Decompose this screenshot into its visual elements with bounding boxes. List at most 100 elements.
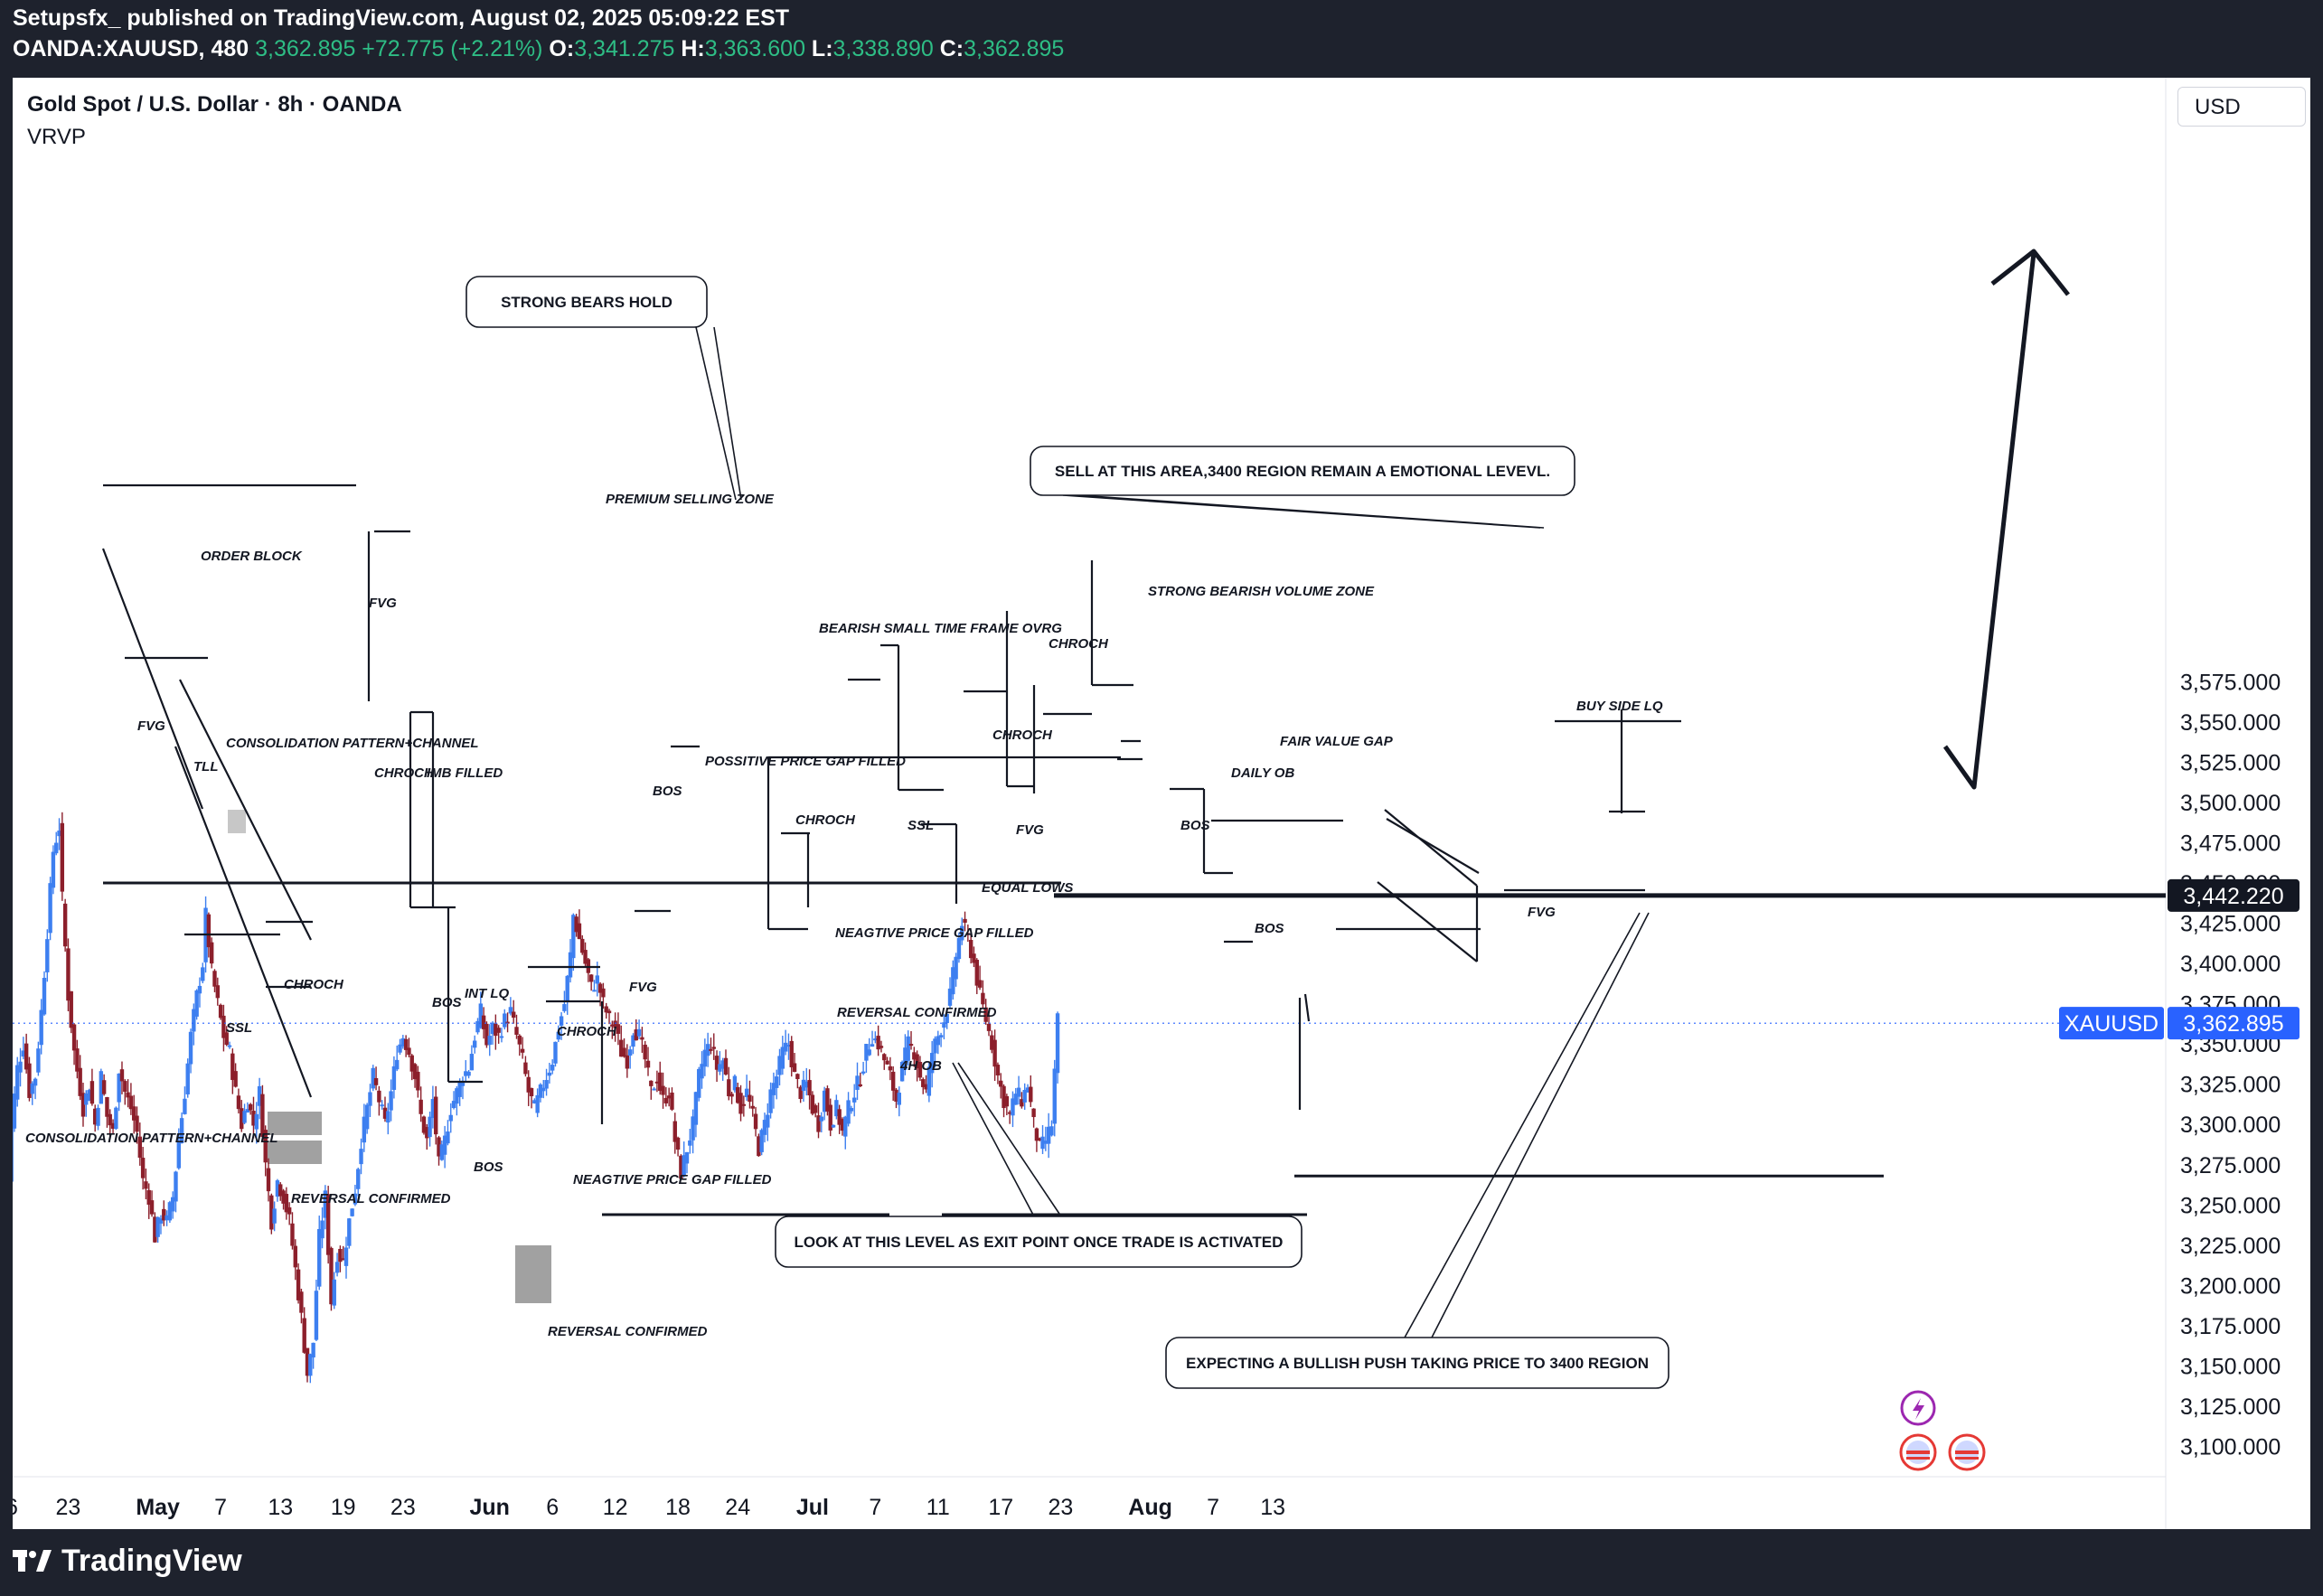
- candle: [478, 991, 484, 1029]
- annotation-callout[interactable]: LOOK AT THIS LEVEL AS EXIT POINT ONCE TR…: [775, 1062, 1303, 1268]
- candle: [535, 1088, 540, 1118]
- candle: [604, 1002, 608, 1019]
- candle: [240, 1100, 244, 1132]
- chart-annotation: IMB FILLED: [427, 765, 503, 781]
- candle: [783, 1029, 788, 1056]
- chart-annotation: FVG: [1528, 905, 1556, 920]
- candle: [693, 1091, 699, 1138]
- x-tick-label: 6: [546, 1495, 559, 1520]
- indicator-label[interactable]: VRVP: [27, 125, 86, 149]
- candle: [338, 1245, 343, 1272]
- candle: [490, 1021, 495, 1045]
- candle: [870, 1030, 875, 1047]
- y-tick-label: 3,275.000: [2180, 1153, 2281, 1178]
- candle: [670, 1087, 674, 1112]
- candle: [508, 997, 513, 1016]
- candle: [15, 1056, 20, 1107]
- candle: [33, 1077, 38, 1100]
- candle: [69, 990, 73, 1034]
- candle: [720, 1057, 725, 1081]
- y-tick-label: 3,175.000: [2180, 1314, 2281, 1339]
- candle: [723, 1049, 729, 1076]
- chart-annotation: POSSITIVE PRICE GAP FILLED: [705, 754, 906, 769]
- chart-annotation: STRONG BEARISH VOLUME ZONE: [1148, 584, 1375, 599]
- candle: [66, 938, 71, 1012]
- candle: [99, 1068, 104, 1104]
- chart-annotation: NEAGTIVE PRICE GAP FILLED: [835, 925, 1034, 941]
- candle: [654, 1070, 660, 1093]
- candle: [481, 1007, 486, 1039]
- tradingview-logo[interactable]: TradingView: [13, 1544, 242, 1579]
- candle: [924, 1075, 928, 1094]
- x-tick-label: May: [136, 1495, 180, 1520]
- candle: [511, 1000, 516, 1024]
- candle: [757, 1133, 761, 1157]
- chart-annotation: BUY SIDE LQ: [1576, 699, 1663, 714]
- candle: [227, 1041, 232, 1049]
- economic-event-icons[interactable]: [1899, 1390, 1986, 1471]
- candle: [373, 1066, 379, 1091]
- candle: [574, 914, 578, 937]
- structure-line: [174, 746, 313, 1098]
- candle: [807, 1069, 812, 1110]
- chart-annotation: REVERSAL CONFIRMED: [837, 1005, 997, 1020]
- candle: [201, 962, 205, 984]
- candle: [771, 1072, 776, 1109]
- candle: [1043, 1126, 1049, 1151]
- chart-annotation: CONSOLIDATION PATTERN+CHANNEL: [226, 736, 479, 751]
- candle: [547, 1063, 552, 1084]
- chart-title: Gold Spot / U.S. Dollar · 8h · OANDA: [27, 92, 402, 117]
- candle: [1031, 1108, 1036, 1128]
- candle: [110, 1119, 116, 1134]
- candle: [398, 1038, 402, 1056]
- close-label: C:: [939, 36, 964, 61]
- candle: [155, 1216, 160, 1244]
- chart-annotation: CHROCH: [1049, 636, 1109, 652]
- candle: [293, 1239, 297, 1281]
- x-tick-label: 16: [13, 1495, 18, 1520]
- candle: [162, 1200, 166, 1226]
- candle: [347, 1217, 352, 1249]
- currency-selector[interactable]: USD: [2177, 87, 2306, 127]
- chart-panel[interactable]: PREMIUM SELLING ZONE STRONG BEARISH VOLUM…: [13, 78, 2310, 1529]
- structure-line: [1384, 809, 1478, 887]
- candle: [1016, 1075, 1021, 1105]
- candle: [221, 1004, 226, 1052]
- candle: [137, 1122, 143, 1166]
- symbol-label: OANDA:XAUUSD, 480: [13, 36, 249, 61]
- candle: [888, 1056, 893, 1081]
- candle: [855, 1062, 860, 1101]
- candle: [926, 1061, 932, 1103]
- candle: [813, 1103, 818, 1118]
- annotation-callout[interactable]: EXPECTING A BULLISH PUSH TAKING PRICE TO…: [1165, 912, 1669, 1389]
- candle: [929, 1040, 935, 1088]
- candle: [308, 1353, 313, 1384]
- annotation-callout[interactable]: SELL AT THIS AREA,3400 REGION REMAIN A E…: [1030, 446, 1575, 529]
- imbalance-box: [268, 1141, 322, 1164]
- candle: [903, 1034, 908, 1075]
- candle: [636, 1019, 642, 1039]
- candle: [299, 1289, 304, 1324]
- candle: [625, 1044, 630, 1078]
- y-tick-label: 3,525.000: [2180, 750, 2281, 775]
- candle: [753, 1106, 758, 1137]
- candle: [80, 1082, 86, 1127]
- svg-text:EXPECTING A BULLISH PUSH TAKIN: EXPECTING A BULLISH PUSH TAKING PRICE TO…: [1186, 1355, 1649, 1372]
- y-tick-label: 3,200.000: [2180, 1273, 2281, 1299]
- candle: [691, 1109, 695, 1154]
- candle: [954, 953, 958, 987]
- candle: [729, 1091, 734, 1104]
- publisher-line: Setupsfx_ published on TradingView.com, …: [13, 5, 790, 31]
- candle: [748, 1080, 752, 1109]
- candle: [762, 1113, 767, 1143]
- candle: [640, 1027, 644, 1053]
- candle: [334, 1253, 340, 1277]
- candle: [736, 1082, 740, 1104]
- candle: [296, 1263, 301, 1304]
- candle: [1011, 1091, 1015, 1128]
- candle: [972, 946, 976, 968]
- candle: [314, 1279, 319, 1341]
- chart-annotation: BOS: [1255, 921, 1284, 936]
- annotation-callout[interactable]: STRONG BEARS HOLD: [466, 276, 742, 501]
- price-chart[interactable]: PREMIUM SELLING ZONE STRONG BEARISH VOLUM…: [13, 78, 2310, 1529]
